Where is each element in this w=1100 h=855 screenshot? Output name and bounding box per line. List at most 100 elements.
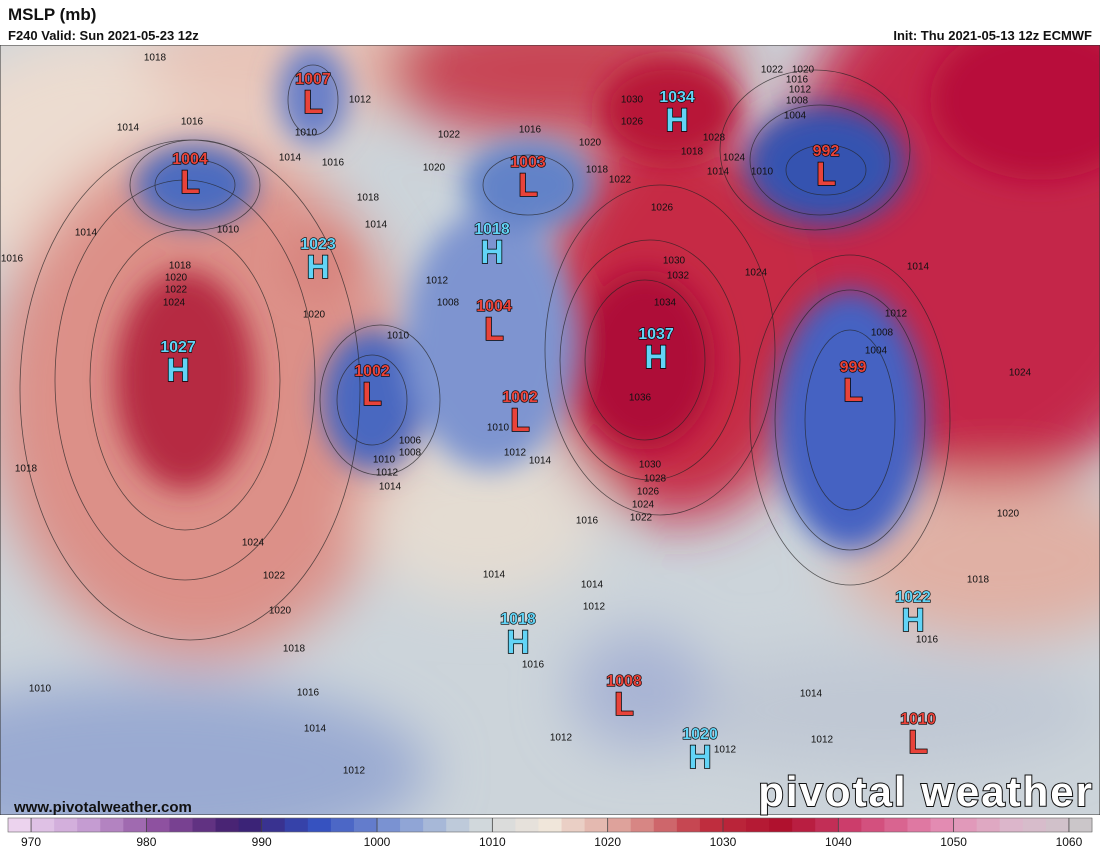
- contour-label: 1026: [621, 117, 644, 128]
- contour-label: 1022: [609, 175, 632, 186]
- contour-label: 1020: [997, 509, 1020, 520]
- contour-label: 1014: [800, 689, 823, 700]
- center-value: 1002: [354, 363, 390, 380]
- contour-label: 1024: [632, 500, 655, 511]
- colorbar-swatch: [31, 818, 55, 832]
- colorbar-swatch: [699, 818, 724, 832]
- contour-label: 1020: [423, 163, 446, 174]
- contour-label: 1012: [426, 276, 449, 287]
- contour-label: 1006: [399, 436, 422, 447]
- contour-label: 1012: [343, 766, 366, 777]
- contour-label: 1022: [165, 285, 188, 296]
- contour-label: 1014: [75, 228, 98, 239]
- colorbar-swatch: [907, 818, 932, 832]
- colorbar-swatch: [469, 818, 493, 832]
- contour-label: 1016: [916, 635, 939, 646]
- colorbar-swatch: [838, 818, 862, 832]
- contour-label: 1028: [703, 133, 726, 144]
- contour-label: 1012: [885, 309, 908, 320]
- contour-label: 1036: [629, 393, 652, 404]
- contour-label: 1008: [437, 298, 460, 309]
- contour-label: 1012: [714, 745, 737, 756]
- contour-label: 1008: [399, 448, 422, 459]
- contour-label: 1010: [487, 423, 510, 434]
- contour-label: 1012: [504, 448, 527, 459]
- colorbar-swatch: [146, 818, 170, 832]
- contour-label: 1018: [967, 575, 990, 586]
- contour-label: 1010: [387, 331, 410, 342]
- contour-label: 1014: [707, 167, 730, 178]
- contour-label: 1020: [303, 310, 326, 321]
- contour-label: 1024: [242, 538, 265, 549]
- contour-label: 1020: [269, 606, 292, 617]
- colorbar-swatch: [953, 818, 978, 832]
- contour-label: 1022: [438, 130, 461, 141]
- contour-label: 1008: [871, 328, 894, 339]
- contour-label: 1004: [865, 346, 888, 357]
- contour-label: 1030: [663, 256, 686, 267]
- colorbar-tick-label: 970: [21, 835, 41, 849]
- contour-label: 1012: [583, 602, 606, 613]
- contour-label: 1018: [169, 261, 192, 272]
- center-value: 1010: [900, 711, 936, 728]
- colorbar-swatch: [976, 818, 1001, 832]
- center-value: 1002: [502, 389, 538, 406]
- website: www.pivotalweather.com: [13, 799, 192, 816]
- center-value: 1008: [606, 673, 642, 690]
- colorbar-swatch: [769, 818, 793, 832]
- center-letter: L: [843, 372, 863, 408]
- colorbar-tick-label: 1020: [594, 835, 621, 849]
- colorbar-tick-label: 980: [136, 835, 156, 849]
- contour-label: 1018: [15, 464, 38, 475]
- colorbar-swatch: [330, 818, 355, 832]
- colorbar-swatch: [630, 818, 655, 832]
- colorbar-swatch: [307, 818, 332, 832]
- center-letter: L: [362, 376, 382, 412]
- center-value: 999: [840, 359, 867, 376]
- colorbar-swatch: [400, 818, 424, 832]
- colorbar-swatch: [930, 818, 955, 832]
- center-letter: L: [518, 167, 538, 203]
- contour-label: 1014: [483, 570, 506, 581]
- contour-label: 1016: [519, 125, 542, 136]
- map-title: MSLP (mb): [8, 5, 96, 24]
- contour-label: 1020: [792, 65, 815, 76]
- center-letter: H: [901, 602, 924, 638]
- center-letter: L: [303, 84, 323, 120]
- colorbar-swatch: [999, 818, 1024, 832]
- colorbar-tick-label: 990: [252, 835, 272, 849]
- contour-label: 1026: [637, 487, 660, 498]
- colorbar-swatch: [123, 818, 147, 832]
- colorbar-swatch: [8, 818, 32, 832]
- center-letter: H: [306, 249, 329, 285]
- contour-label: 1008: [786, 96, 809, 107]
- contour-label: 1018: [681, 147, 704, 158]
- contour-label: 1022: [761, 65, 784, 76]
- colorbar-swatch: [100, 818, 124, 832]
- center-letter: H: [644, 339, 667, 375]
- colorbar-swatch: [1068, 818, 1093, 832]
- colorbar-swatch: [676, 818, 701, 832]
- center-letter: H: [688, 739, 711, 775]
- contour-label: 1018: [283, 644, 306, 655]
- contour-label: 1010: [373, 455, 396, 466]
- contour-label: 1018: [357, 193, 380, 204]
- contour-label: 1016: [322, 158, 345, 169]
- contour-label: 1024: [723, 153, 746, 164]
- colorbar-swatch: [215, 818, 240, 832]
- contour-label: 1034: [654, 298, 677, 309]
- colorbar-swatch: [792, 818, 816, 832]
- contour-label: 1032: [667, 271, 690, 282]
- contour-label: 1014: [379, 482, 402, 493]
- colorbar-tick-label: 1010: [479, 835, 506, 849]
- contour-label: 1014: [529, 456, 552, 467]
- colorbar-swatch: [1022, 818, 1047, 832]
- contour-label: 1016: [181, 117, 204, 128]
- colorbar-swatch: [423, 818, 447, 832]
- colorbar-tick-label: 1050: [940, 835, 967, 849]
- center-letter: L: [510, 402, 530, 438]
- contour-label: 1010: [751, 167, 774, 178]
- colorbar-swatch: [746, 818, 770, 832]
- center-value: 1022: [895, 589, 931, 606]
- colorbar-swatch: [353, 818, 378, 832]
